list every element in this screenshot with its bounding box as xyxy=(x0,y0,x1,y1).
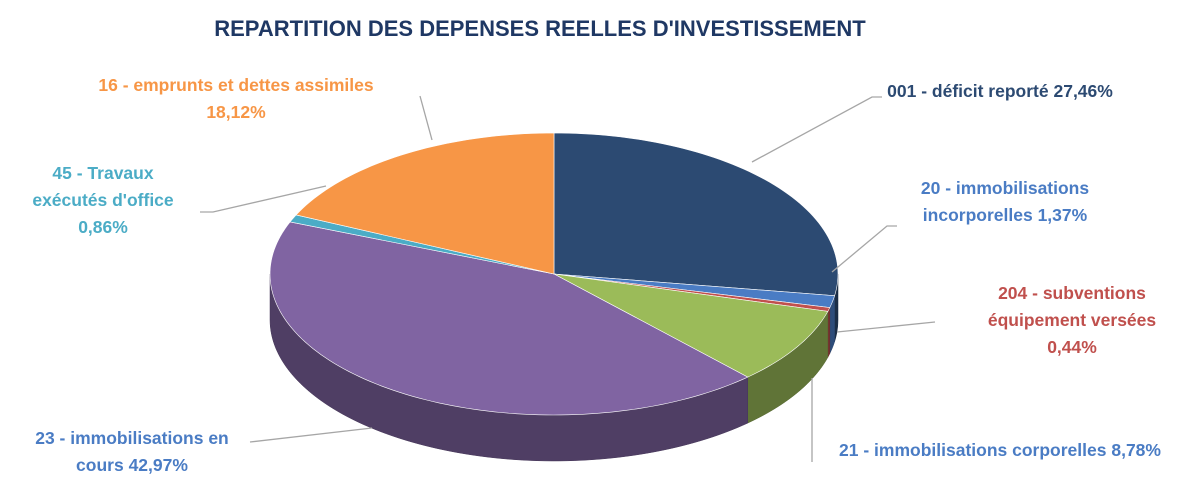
slice-label: 16 - emprunts et dettes assimiles 18,12% xyxy=(71,72,401,126)
category-label: 001 - déficit reporté xyxy=(887,81,1049,101)
pie-slice-side xyxy=(827,307,831,358)
value-label: 1,37% xyxy=(1037,205,1088,225)
value-label: 18,12% xyxy=(206,102,266,122)
value-label: 0,44% xyxy=(1047,337,1097,357)
category-label: 20 - immobilisations incorporelles xyxy=(920,178,1090,225)
leader-line xyxy=(200,185,327,213)
slice-label: 21 - immobilisations corporelles 8,78% xyxy=(835,437,1165,464)
category-label: 23 - immobilisations en cours xyxy=(35,428,229,475)
value-label: 8,78% xyxy=(1111,440,1161,460)
pie-slice xyxy=(269,221,749,416)
leader-line xyxy=(831,225,897,273)
slice-label: 204 - subventions équipement versées 0,4… xyxy=(965,280,1180,361)
leader-line xyxy=(751,96,882,163)
pie-slice xyxy=(295,132,555,275)
category-label: 16 - emprunts et dettes assimiles xyxy=(98,75,374,95)
chart-title: REPARTITION DES DEPENSES REELLES D'INVES… xyxy=(214,16,866,41)
leader-line xyxy=(419,95,433,141)
category-label: 21 - immobilisations corporelles xyxy=(839,440,1107,460)
category-label: 45 - Travaux exécutés d'office xyxy=(32,163,174,210)
pie-slice xyxy=(553,273,829,378)
leader-line xyxy=(836,321,936,333)
slice-label: 23 - immobilisations en cours 42,97% xyxy=(20,425,245,479)
category-label: 204 - subventions équipement versées xyxy=(987,283,1157,330)
slice-label: 45 - Travaux exécutés d'office 0,86% xyxy=(16,160,191,241)
pie-slice xyxy=(553,132,839,297)
value-label: 0,86% xyxy=(78,217,128,237)
slice-label: 20 - immobilisations incorporelles 1,37% xyxy=(883,175,1128,229)
slice-label: 001 - déficit reporté 27,46% xyxy=(880,78,1120,105)
leader-line xyxy=(249,427,373,443)
value-label: 27,46% xyxy=(1053,81,1113,101)
value-label: 42,97% xyxy=(128,455,188,475)
